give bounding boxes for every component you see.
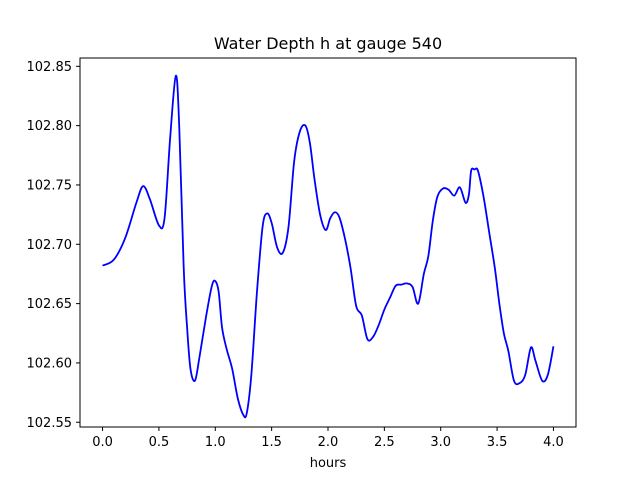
series-line-0 — [102, 74, 555, 419]
x-tick-label: 3.0 — [430, 435, 451, 450]
x-tick-label: 0.0 — [92, 435, 113, 450]
y-tick-label: 102.55 — [27, 416, 73, 431]
y-tick-label: 102.65 — [27, 297, 73, 312]
x-tick-label: 1.0 — [205, 435, 226, 450]
axes-frame — [79, 57, 577, 428]
x-tick-label: 0.5 — [149, 435, 170, 450]
chart-title: Water Depth h at gauge 540 — [214, 34, 442, 53]
x-tick-label: 2.0 — [318, 435, 339, 450]
x-tick-label: 3.5 — [487, 435, 508, 450]
plot-area — [102, 74, 555, 419]
x-tick-label: 1.5 — [261, 435, 282, 450]
x-axis: 0.0 0.5 1.0 1.5 2.0 2.5 3.0 3.5 4.0 — [92, 427, 564, 450]
x-tick-label: 2.5 — [374, 435, 395, 450]
y-tick-label: 102.80 — [27, 119, 73, 134]
y-axis: 102.55 102.60 102.65 102.70 102.75 102.80 102.… — [27, 60, 80, 431]
y-tick-label: 102.85 — [27, 60, 73, 75]
y-tick-label: 102.70 — [27, 238, 73, 253]
x-tick-label: 4.0 — [543, 435, 564, 450]
y-tick-label: 102.75 — [27, 178, 73, 193]
y-tick-label: 102.60 — [27, 356, 73, 371]
x-axis-label: hours — [310, 456, 347, 471]
